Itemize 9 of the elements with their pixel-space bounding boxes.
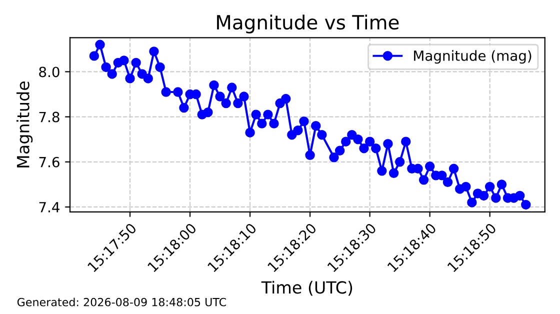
y-tick-label: 7.4 — [39, 202, 60, 212]
text: Generated: 2026-08-09 18:48:05 UTC — [17, 298, 226, 306]
y-axis-title: Magnitude — [16, 82, 33, 168]
y-tick-label: 7.8 — [39, 112, 60, 122]
x-axis-title: Time (UTC) — [261, 280, 352, 296]
y-tick-label: 7.6 — [39, 156, 60, 168]
chart-title: Magnitude vs Time — [217, 14, 399, 34]
legend-label: Magnitude (mag) — [414, 50, 532, 64]
y-tick-label: 8.0 — [39, 66, 60, 78]
